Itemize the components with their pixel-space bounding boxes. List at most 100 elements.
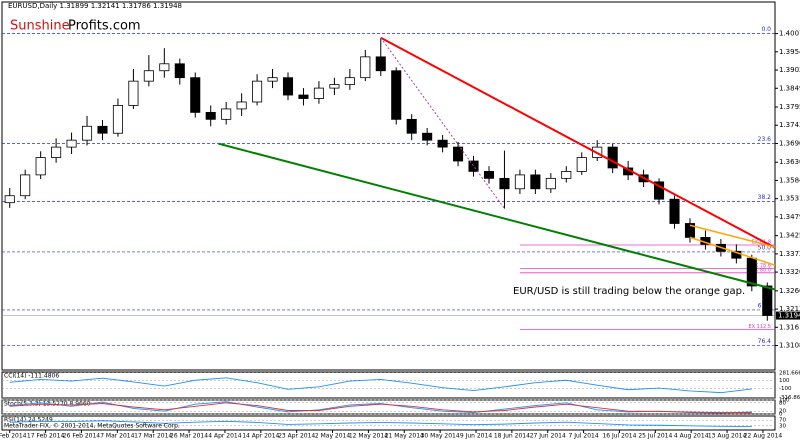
candle-body	[499, 177, 510, 190]
indicator-label: RSI(14) 24.5249	[4, 417, 53, 424]
indicator-tick-label: 100	[779, 398, 790, 404]
candle-body	[561, 171, 572, 179]
candle-body	[453, 146, 464, 162]
candle-body	[112, 105, 123, 134]
x-tick-label: 3 Feb 2014	[0, 433, 27, 440]
indicator-line	[9, 420, 752, 428]
x-tick-label: 16 Jul 2014	[602, 433, 636, 440]
x-tick-label: 23 Apr 2014	[278, 433, 315, 440]
indicator-line	[9, 377, 752, 394]
x-tick-label: 30 May 2014	[421, 433, 460, 440]
indicator-tick-label: 80	[779, 400, 786, 406]
indicator-tick-label: -316.8676	[779, 395, 800, 401]
extension-label: EX 78.6	[752, 263, 771, 269]
candle-body	[375, 56, 386, 72]
logo-profits: Profits.com	[68, 19, 141, 34]
plot-frame	[1, 1, 776, 371]
x-tick-label: 25 Jul 2014	[638, 433, 672, 440]
candle-body	[35, 157, 46, 176]
trendline	[689, 236, 776, 266]
candle-body	[81, 125, 93, 141]
candle-body	[143, 70, 154, 82]
y-tick-label: 1.33200	[779, 268, 800, 276]
candle-body	[313, 87, 324, 99]
indicator-frame	[1, 415, 776, 431]
candle-body	[298, 94, 309, 99]
x-tick-label: 7 Jul 2014	[569, 433, 599, 440]
candle-body	[437, 139, 448, 148]
extension-label: EX 80.0	[752, 267, 771, 273]
candle-body	[267, 77, 278, 82]
candle-body	[483, 171, 495, 179]
candle-body	[669, 198, 680, 224]
trendline	[689, 224, 776, 248]
indicator-line	[9, 401, 752, 414]
x-tick-label: 14 Apr 2014	[242, 433, 279, 440]
y-tick-label: 1.39545	[779, 48, 800, 56]
candle-body	[97, 125, 108, 134]
y-tick-label: 1.32660	[779, 287, 800, 295]
x-tick-label: 18 Jun 2014	[494, 433, 530, 440]
candle-body	[576, 157, 587, 172]
candle-body	[66, 139, 77, 148]
x-tick-label: 17 Feb 2014	[27, 433, 65, 440]
candle-body	[174, 63, 185, 79]
indicator-label: CCI(14) -111.4806	[4, 373, 59, 380]
candle-body	[762, 285, 773, 316]
x-tick-label: 22 Aug 2014	[744, 433, 783, 440]
x-tick-label: 7 Mar 2014	[100, 433, 134, 440]
x-tick-label: 27 Jun 2014	[530, 433, 566, 440]
candle-body	[468, 160, 479, 172]
fib-label: 23.6	[758, 136, 772, 143]
candle-body	[607, 146, 618, 169]
candle-body	[252, 80, 263, 103]
candle-body	[205, 112, 216, 120]
fib-label: 76.4	[758, 338, 772, 345]
x-tick-label: 26 Feb 2014	[63, 433, 101, 440]
candle-body	[282, 77, 294, 96]
x-tick-label: 21 May 2014	[385, 433, 424, 440]
footer: MetaTrader FIX, © 2001-2014, MetaQuotes …	[4, 423, 180, 430]
indicator-tick-label: 281.6661	[779, 370, 800, 376]
indicator-frame	[1, 399, 776, 415]
candle-body	[159, 63, 170, 72]
candle-body	[530, 174, 541, 190]
y-tick-label: 1.40070	[779, 30, 800, 38]
indicator-tick-label: -100	[779, 386, 792, 392]
trendline	[380, 37, 505, 209]
y-tick-label: 1.37955	[779, 103, 800, 111]
candle-body	[4, 195, 15, 204]
extension-label: EX 61.8	[752, 240, 771, 246]
indicator-tick-label: 0	[779, 412, 783, 418]
candle-body	[545, 177, 556, 190]
y-tick-label: 1.31085	[779, 342, 800, 350]
x-tick-label: 9 Jun 2014	[460, 433, 492, 440]
header: EURUSD,Daily 1.31899 1.32141 1.31786 1.3…	[8, 2, 182, 10]
candle-body	[236, 101, 247, 110]
x-tick-label: 4 Apr 2014	[208, 433, 241, 440]
candle-body	[20, 174, 31, 197]
fib-label: 50.0	[758, 244, 772, 251]
y-tick-label: 1.35840	[779, 176, 800, 184]
candle-body	[221, 108, 232, 120]
indicator-tick-label: 30	[779, 423, 786, 429]
indicator-frame	[1, 371, 776, 399]
y-tick-label: 1.37430	[779, 121, 800, 129]
indicator-tick-label: 20	[779, 409, 786, 415]
trendline	[380, 36, 776, 249]
x-tick-label: 26 Mar 2014	[170, 433, 208, 440]
fib-label: 38.2	[758, 194, 772, 201]
last-price-box	[776, 311, 800, 320]
candle-body	[329, 84, 340, 89]
candle-body	[406, 118, 417, 134]
candle-body	[391, 70, 402, 120]
y-tick-label: 1.33725	[779, 250, 800, 258]
x-tick-label: 4 Aug 2014	[674, 433, 709, 440]
y-tick-label: 1.35315	[779, 195, 800, 203]
candle-body	[422, 132, 433, 141]
x-tick-label: 12 May 2014	[349, 433, 388, 440]
candle-body	[514, 174, 525, 190]
y-tick-label: 1.34790	[779, 213, 800, 221]
